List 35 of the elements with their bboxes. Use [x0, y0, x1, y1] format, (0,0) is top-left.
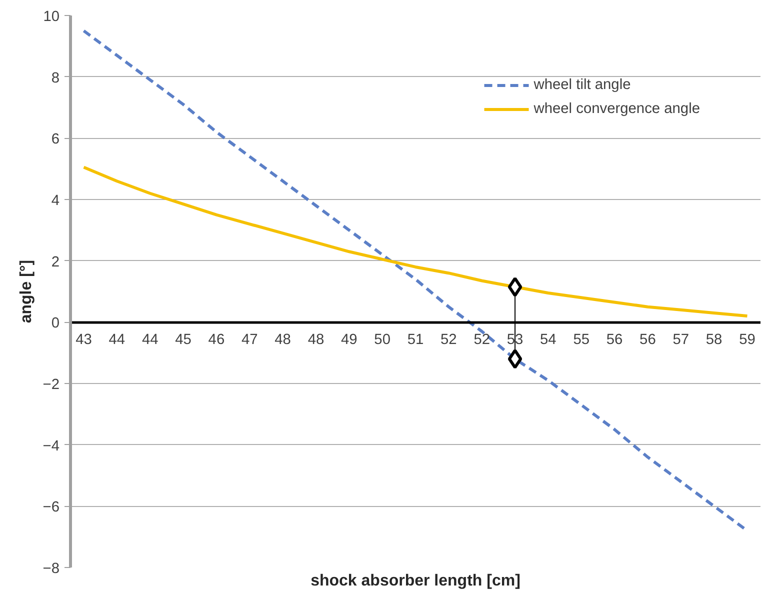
x-tick-label: 54: [540, 332, 556, 348]
x-tick-label: 44: [142, 332, 158, 348]
y-tick-label: −4: [42, 438, 60, 454]
x-tick-label: 49: [341, 332, 358, 348]
x-tick-label: 47: [241, 332, 258, 348]
y-tick-label: 8: [51, 70, 60, 86]
x-tick-label: 58: [706, 332, 722, 348]
y-tick-label: −6: [42, 500, 60, 516]
x-tick-label: 55: [573, 332, 590, 348]
x-tick-label: 52: [440, 332, 457, 348]
y-axis-title: angle [°]: [18, 260, 35, 324]
x-tick-label: 52: [474, 332, 490, 348]
x-tick-label: 44: [108, 332, 126, 348]
x-tick-label: 51: [407, 332, 424, 348]
y-tick-label: 0: [51, 316, 60, 332]
x-tick-label: 46: [208, 332, 225, 348]
y-tick-label: 10: [43, 9, 60, 25]
x-tick-label: 50: [374, 332, 390, 348]
x-tick-label: 43: [76, 332, 92, 348]
x-tick-label: 48: [308, 332, 324, 348]
legend-label: wheel convergence angle: [534, 101, 700, 117]
y-tick-label: 6: [51, 132, 60, 148]
x-tick-label: 45: [175, 332, 192, 348]
y-tick-label: −2: [42, 377, 60, 393]
x-tick-label: 56: [606, 332, 623, 348]
x-tick-label: 59: [739, 332, 756, 348]
x-tick-label: 48: [274, 332, 291, 348]
x-tick-label: 56: [640, 332, 656, 348]
y-tick-label: 4: [51, 193, 60, 209]
line-series: [82, 166, 749, 318]
x-axis-title: shock absorber length [cm]: [310, 572, 520, 590]
y-tick-label: −8: [42, 561, 60, 577]
x-tick-label: 57: [672, 332, 690, 348]
legend-label: wheel tilt angle: [534, 77, 631, 93]
y-tick-label: 2: [51, 254, 60, 270]
